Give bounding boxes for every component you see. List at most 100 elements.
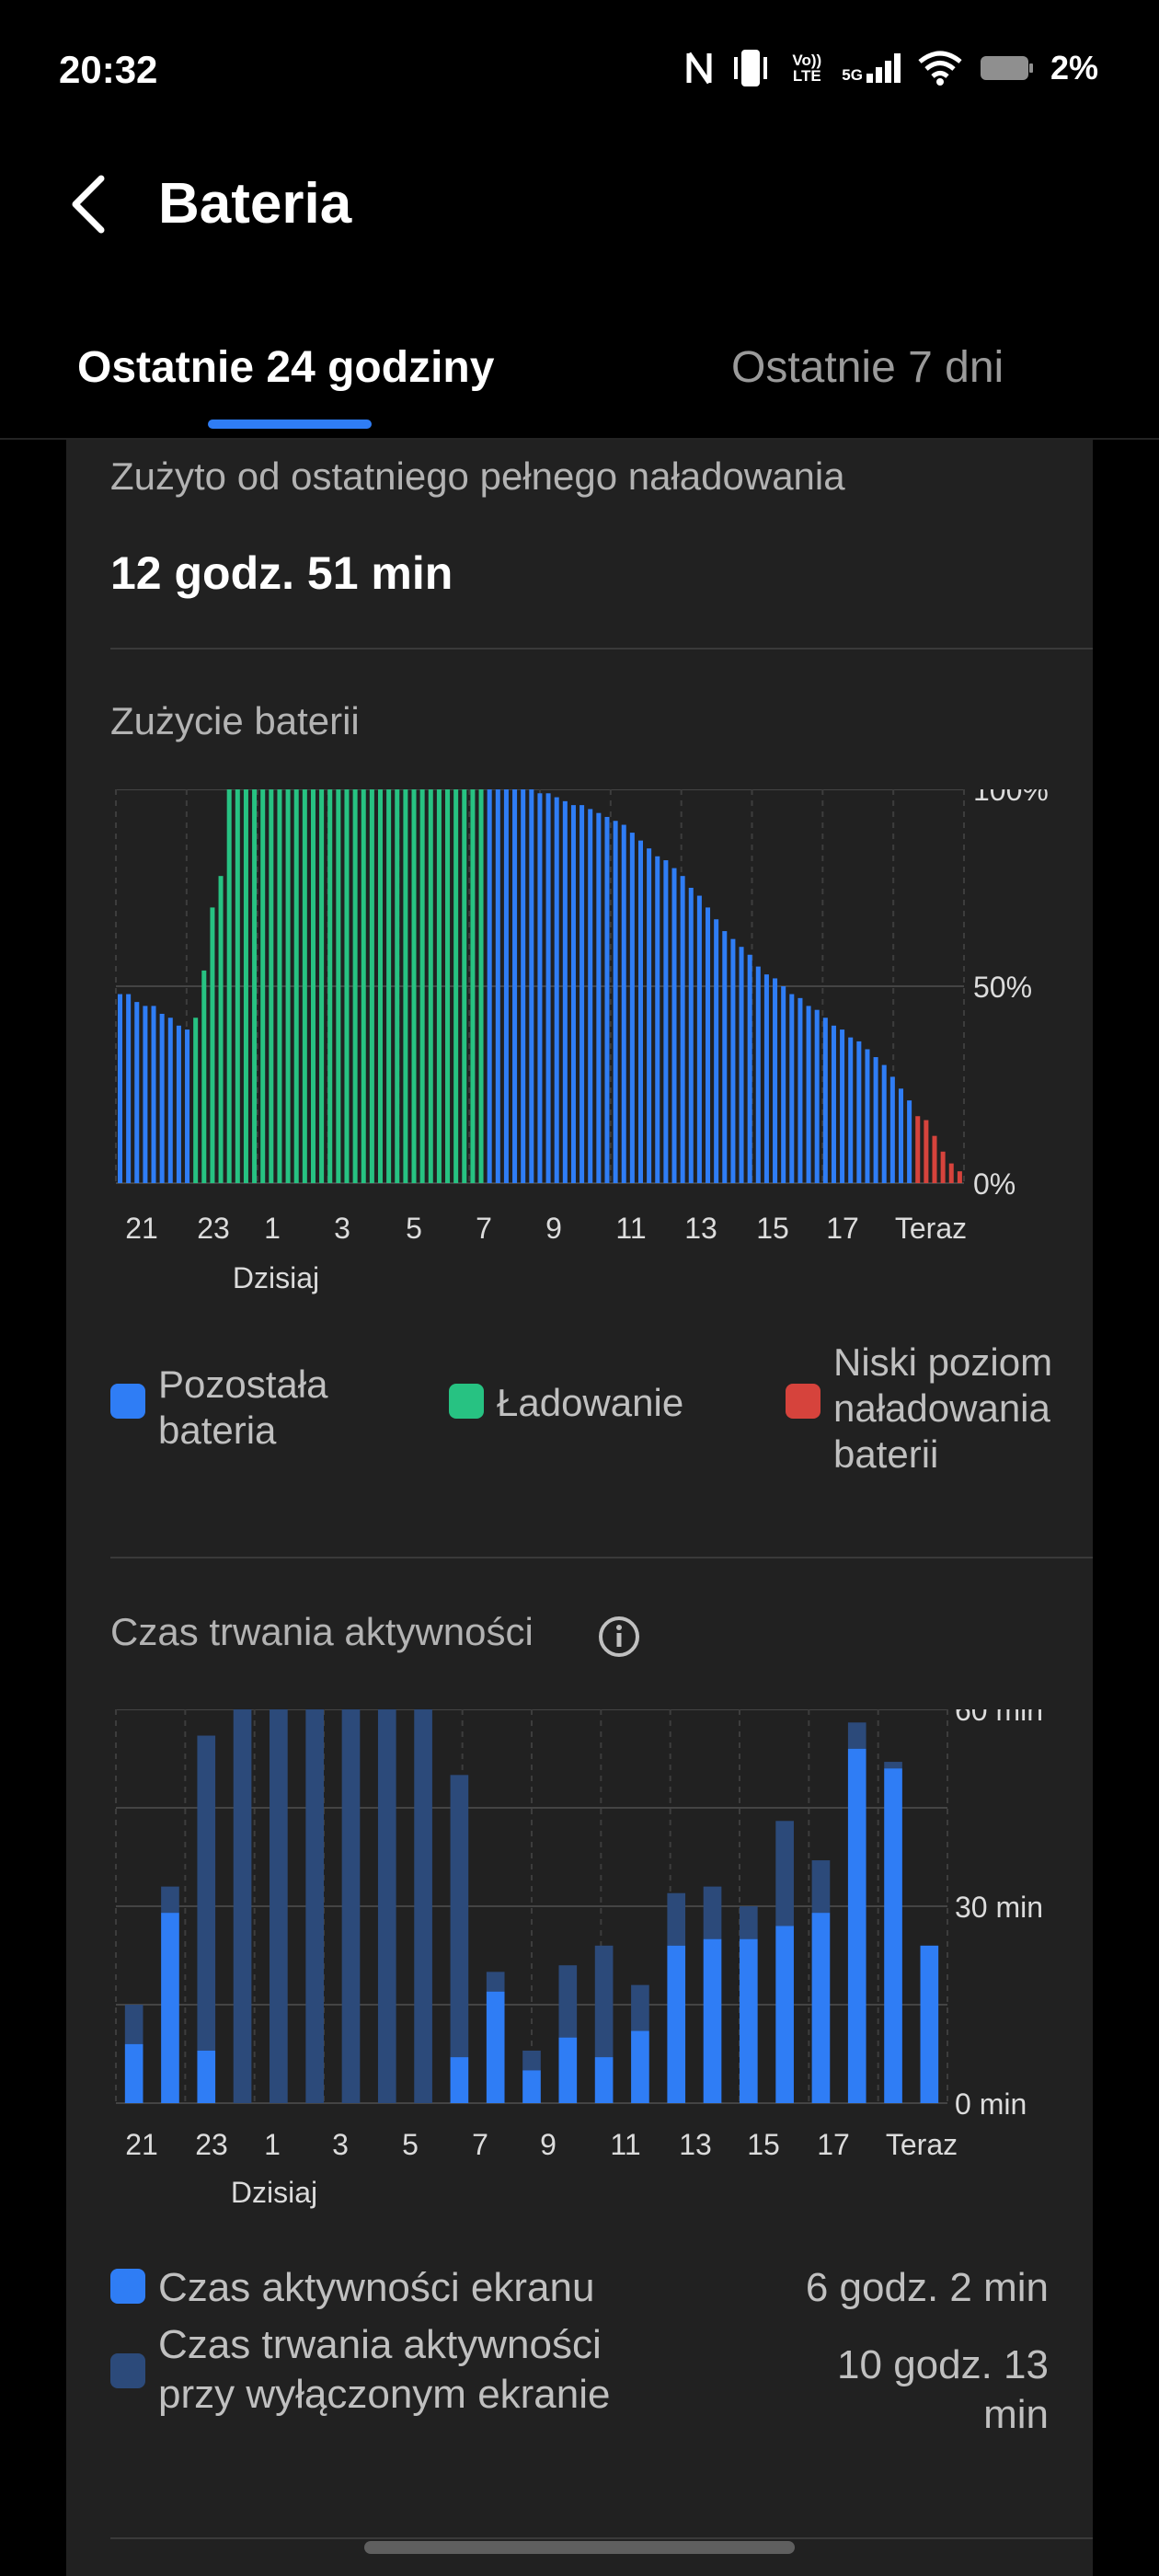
battery-bar — [503, 789, 509, 1183]
screen-on-bar — [197, 2050, 216, 2103]
x-tick-label: 15 — [756, 1212, 789, 1245]
screen-on-bar — [920, 1945, 939, 2103]
battery-bar — [419, 789, 425, 1183]
battery-bar — [932, 1135, 937, 1183]
battery-bar — [706, 907, 711, 1183]
x-tick-label: 13 — [684, 1212, 717, 1245]
battery-bar — [495, 789, 500, 1183]
battery-bar — [319, 789, 325, 1183]
screen-on-bar — [884, 1768, 902, 2103]
battery-bar — [395, 789, 400, 1183]
screen-off-bar — [740, 1906, 758, 1939]
activity-title: Czas trwania aktywności — [110, 1610, 534, 1653]
screen-on-bar — [486, 1991, 505, 2103]
legend-screen-on-swatch — [110, 2269, 145, 2304]
battery-bar — [873, 1057, 878, 1183]
battery-bar — [671, 868, 677, 1183]
home-indicator[interactable] — [364, 2541, 795, 2554]
battery-bar — [243, 789, 248, 1183]
x-tick-label: 21 — [125, 2128, 158, 2161]
x-tick-label: 11 — [610, 2128, 640, 2161]
info-icon[interactable] — [596, 1614, 642, 1660]
x-tick-label: Teraz — [886, 2128, 958, 2161]
battery-bar — [470, 789, 476, 1183]
screen-off-bar — [161, 1886, 179, 1914]
battery-bar — [781, 986, 786, 1183]
screen-off-label: Czas trwania aktywności przy wyłączonym … — [158, 2322, 611, 2417]
x-tick-label: 5 — [402, 2128, 419, 2161]
vibrate-icon — [734, 50, 768, 86]
back-button[interactable] — [64, 171, 120, 237]
x-tick-label: 17 — [826, 1212, 859, 1245]
battery-bar — [915, 1116, 921, 1183]
battery-bar — [580, 805, 585, 1183]
x-tick-label: 15 — [747, 2128, 780, 2161]
battery-bar — [621, 824, 626, 1183]
screen-on-bar — [450, 2057, 469, 2103]
battery-bar — [226, 789, 232, 1183]
legend-remaining-swatch — [110, 1384, 145, 1419]
screen-off-bar — [667, 1892, 686, 1946]
y-tick-label: 100% — [973, 789, 1049, 807]
x-tick-label: 23 — [195, 2128, 228, 2161]
battery-bar — [647, 848, 652, 1183]
screen-on-bar — [161, 1913, 179, 2103]
screen-off-bar — [377, 1709, 396, 2103]
battery-bar — [755, 966, 761, 1183]
battery-bar — [436, 789, 442, 1183]
x-tick-label: 7 — [472, 2128, 488, 2161]
y-tick-label: 0% — [973, 1167, 1016, 1201]
screen-off-bar — [847, 1722, 866, 1749]
screen-off-bar — [414, 1709, 432, 2103]
battery-bar — [881, 1064, 887, 1183]
battery-bar — [940, 1151, 946, 1183]
screen-on-bar — [703, 1938, 722, 2103]
divider — [110, 648, 1093, 650]
battery-bar — [806, 1006, 811, 1183]
tab-last-7-days[interactable]: Ostatnie 7 dni — [731, 343, 1004, 392]
screen-off-bar — [450, 1775, 469, 2058]
x-tick-label: 5 — [406, 1212, 422, 1245]
y-tick-label: 60 min — [955, 1709, 1043, 1727]
screen-on-bar — [811, 1913, 831, 2103]
screen-off-bar — [197, 1735, 216, 2051]
legend-charging-swatch — [449, 1384, 484, 1419]
signal-5g-label: 5G — [842, 66, 863, 84]
summary-value: 12 godz. 51 min — [110, 547, 453, 599]
tab-last-24-hours[interactable]: Ostatnie 24 godziny — [77, 343, 495, 392]
battery-bar — [763, 974, 769, 1183]
y-tick-label: 50% — [973, 971, 1032, 1004]
battery-bar — [637, 840, 644, 1183]
battery-bar — [201, 970, 207, 1183]
battery-bar — [529, 789, 534, 1183]
legend-screen-off-swatch — [110, 2353, 145, 2388]
battery-bar — [478, 789, 484, 1183]
battery-bar — [814, 1009, 820, 1183]
x-tick-label: Teraz — [895, 1212, 967, 1245]
x-tick-label: 3 — [332, 2128, 349, 2161]
screen-on-bar — [558, 2037, 578, 2103]
battery-bar — [411, 789, 417, 1183]
battery-bar — [798, 997, 803, 1183]
battery-bar — [680, 876, 685, 1183]
screen-on-bar — [775, 1926, 794, 2103]
battery-bar — [822, 1018, 828, 1183]
battery-bar — [696, 895, 702, 1183]
battery-bar — [957, 1171, 962, 1183]
battery-bar — [889, 1076, 895, 1183]
screen-off-bar — [775, 1821, 794, 1926]
battery-bar — [167, 1018, 173, 1183]
battery-bar — [907, 1100, 912, 1183]
battery-bar — [924, 1120, 929, 1183]
battery-bar — [344, 789, 350, 1183]
x-tick-label: 1 — [264, 1212, 281, 1245]
battery-bar — [377, 789, 384, 1183]
y-tick-label: 0 min — [955, 2087, 1027, 2121]
battery-bar — [604, 816, 610, 1183]
x-tick-label: 17 — [817, 2128, 850, 2161]
status-time: 20:32 — [59, 48, 158, 91]
battery-bar — [428, 789, 433, 1183]
battery-bar — [898, 1088, 903, 1183]
battery-bar — [948, 1163, 954, 1183]
battery-bar — [613, 821, 618, 1183]
